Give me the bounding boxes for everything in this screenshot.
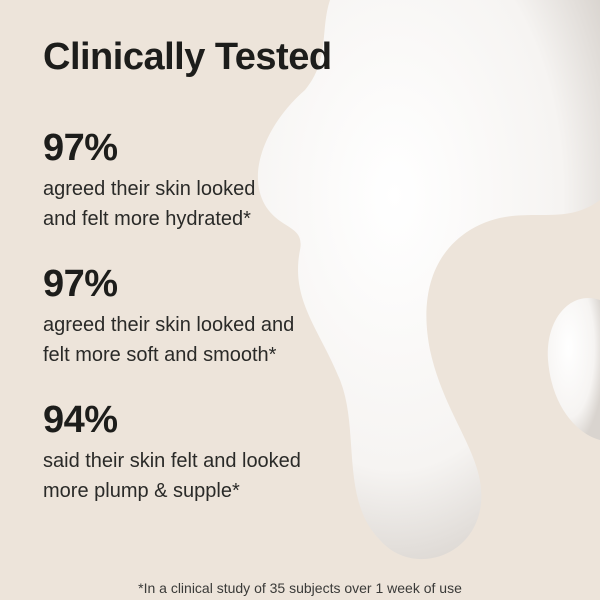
page-title: Clinically Tested — [43, 36, 332, 78]
stat-percent: 97% — [43, 263, 118, 305]
stat-plump-supple: 94% said their skin felt and looked more… — [43, 398, 301, 506]
stat-description-line: agreed their skin looked and — [43, 314, 295, 336]
stat-percent: 94% — [43, 399, 118, 441]
stat-soft-smooth: 97% agreed their skin looked and felt mo… — [43, 262, 294, 370]
stat-description-line: more plump & supple* — [43, 480, 240, 502]
stat-percent: 97% — [43, 127, 118, 169]
stat-description-line: agreed their skin looked — [43, 178, 256, 200]
stat-description-line: said their skin felt and looked — [43, 450, 301, 472]
stat-description-line: and felt more hydrated* — [43, 208, 251, 230]
stat-hydrated: 97% agreed their skin looked and felt mo… — [43, 126, 255, 234]
stat-description-line: felt more soft and smooth* — [43, 344, 277, 366]
footnote: *In a clinical study of 35 subjects over… — [138, 580, 462, 596]
